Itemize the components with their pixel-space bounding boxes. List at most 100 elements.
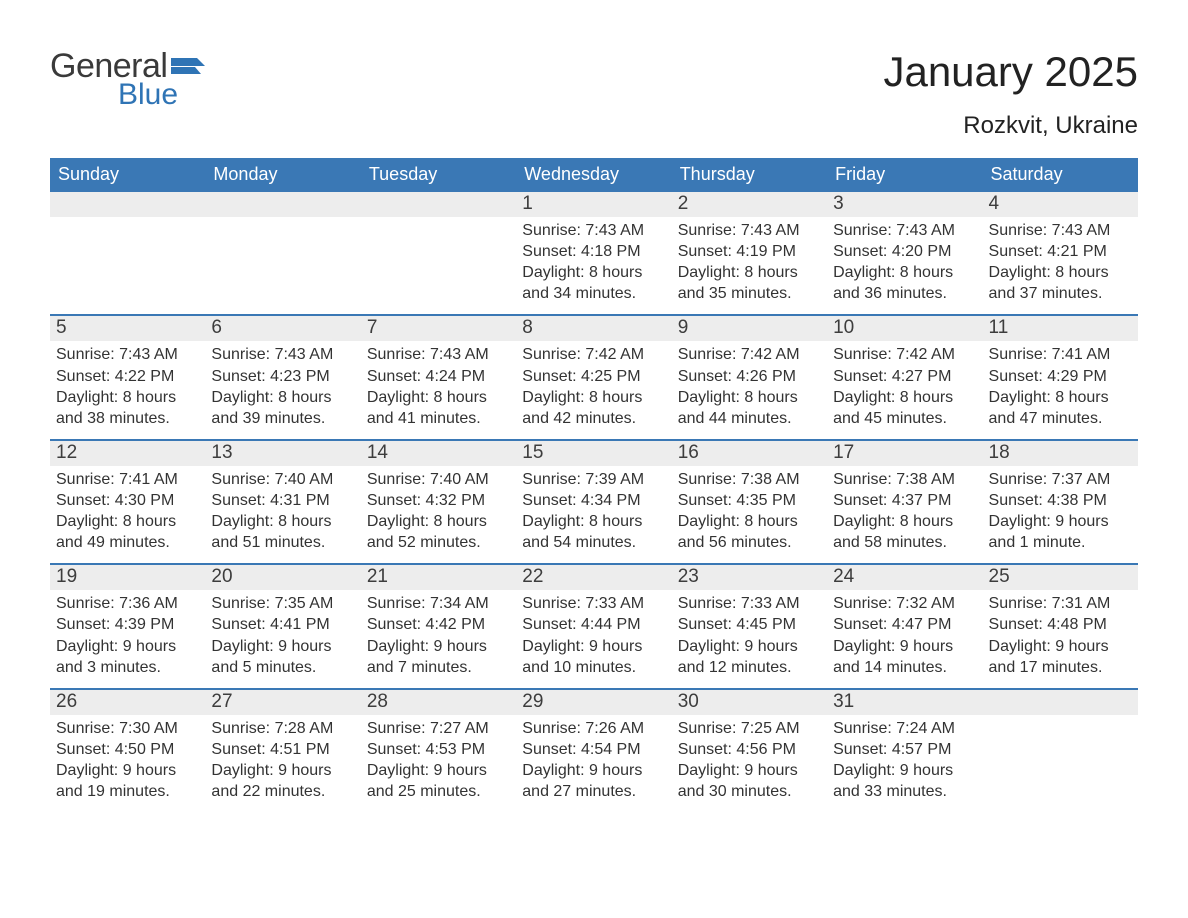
weekday-header-cell: Thursday	[672, 158, 827, 192]
day-cell: 6Sunrise: 7:43 AMSunset: 4:23 PMDaylight…	[205, 316, 360, 438]
sunset-text: Sunset: 4:27 PM	[833, 366, 976, 387]
daylight-text: Daylight: 9 hours and 14 minutes.	[833, 636, 976, 678]
day-number: 30	[672, 690, 827, 715]
day-details: Sunrise: 7:37 AMSunset: 4:38 PMDaylight:…	[983, 466, 1138, 563]
day-number: 13	[205, 441, 360, 466]
sunrise-text: Sunrise: 7:43 AM	[367, 344, 510, 365]
day-number: 27	[205, 690, 360, 715]
daylight-text: Daylight: 8 hours and 37 minutes.	[989, 262, 1132, 304]
sunset-text: Sunset: 4:44 PM	[522, 614, 665, 635]
daylight-text: Daylight: 9 hours and 10 minutes.	[522, 636, 665, 678]
day-details: Sunrise: 7:41 AMSunset: 4:30 PMDaylight:…	[50, 466, 205, 563]
sunset-text: Sunset: 4:39 PM	[56, 614, 199, 635]
sunrise-text: Sunrise: 7:25 AM	[678, 718, 821, 739]
day-details: Sunrise: 7:28 AMSunset: 4:51 PMDaylight:…	[205, 715, 360, 812]
day-details: Sunrise: 7:40 AMSunset: 4:31 PMDaylight:…	[205, 466, 360, 563]
day-number: 4	[983, 192, 1138, 217]
sunset-text: Sunset: 4:34 PM	[522, 490, 665, 511]
month-title: January 2025	[883, 48, 1138, 96]
day-cell: 2Sunrise: 7:43 AMSunset: 4:19 PMDaylight…	[672, 192, 827, 314]
week-row: 26Sunrise: 7:30 AMSunset: 4:50 PMDayligh…	[50, 688, 1138, 812]
daylight-text: Daylight: 9 hours and 5 minutes.	[211, 636, 354, 678]
day-number: 12	[50, 441, 205, 466]
day-cell: 3Sunrise: 7:43 AMSunset: 4:20 PMDaylight…	[827, 192, 982, 314]
sunrise-text: Sunrise: 7:41 AM	[989, 344, 1132, 365]
day-cell: 4Sunrise: 7:43 AMSunset: 4:21 PMDaylight…	[983, 192, 1138, 314]
sunrise-text: Sunrise: 7:43 AM	[56, 344, 199, 365]
sunrise-text: Sunrise: 7:39 AM	[522, 469, 665, 490]
day-number: 7	[361, 316, 516, 341]
sunrise-text: Sunrise: 7:40 AM	[211, 469, 354, 490]
sunset-text: Sunset: 4:24 PM	[367, 366, 510, 387]
sunrise-text: Sunrise: 7:42 AM	[833, 344, 976, 365]
day-details: Sunrise: 7:24 AMSunset: 4:57 PMDaylight:…	[827, 715, 982, 812]
sunrise-text: Sunrise: 7:31 AM	[989, 593, 1132, 614]
day-number: 15	[516, 441, 671, 466]
daylight-text: Daylight: 8 hours and 35 minutes.	[678, 262, 821, 304]
sunrise-text: Sunrise: 7:42 AM	[678, 344, 821, 365]
day-number: 9	[672, 316, 827, 341]
day-cell: 5Sunrise: 7:43 AMSunset: 4:22 PMDaylight…	[50, 316, 205, 438]
header: General Blue January 2025 Rozkvit, Ukrai…	[50, 48, 1138, 140]
sunset-text: Sunset: 4:56 PM	[678, 739, 821, 760]
day-details: Sunrise: 7:30 AMSunset: 4:50 PMDaylight:…	[50, 715, 205, 812]
logo-sub-text: Blue	[118, 78, 205, 112]
day-number: 2	[672, 192, 827, 217]
sunset-text: Sunset: 4:18 PM	[522, 241, 665, 262]
day-cell: 22Sunrise: 7:33 AMSunset: 4:44 PMDayligh…	[516, 565, 671, 687]
daylight-text: Daylight: 8 hours and 38 minutes.	[56, 387, 199, 429]
day-number: 28	[361, 690, 516, 715]
day-number: 19	[50, 565, 205, 590]
sunrise-text: Sunrise: 7:38 AM	[833, 469, 976, 490]
day-number: 21	[361, 565, 516, 590]
day-cell: 0	[361, 192, 516, 314]
sunrise-text: Sunrise: 7:42 AM	[522, 344, 665, 365]
day-cell: 11Sunrise: 7:41 AMSunset: 4:29 PMDayligh…	[983, 316, 1138, 438]
logo: General Blue	[50, 48, 205, 112]
daylight-text: Daylight: 8 hours and 58 minutes.	[833, 511, 976, 553]
sunrise-text: Sunrise: 7:36 AM	[56, 593, 199, 614]
week-row: 0001Sunrise: 7:43 AMSunset: 4:18 PMDayli…	[50, 192, 1138, 314]
day-details: Sunrise: 7:43 AMSunset: 4:22 PMDaylight:…	[50, 341, 205, 438]
week-row: 12Sunrise: 7:41 AMSunset: 4:30 PMDayligh…	[50, 439, 1138, 563]
sunset-text: Sunset: 4:48 PM	[989, 614, 1132, 635]
sunset-text: Sunset: 4:42 PM	[367, 614, 510, 635]
day-details: Sunrise: 7:42 AMSunset: 4:25 PMDaylight:…	[516, 341, 671, 438]
daylight-text: Daylight: 9 hours and 33 minutes.	[833, 760, 976, 802]
day-number: 24	[827, 565, 982, 590]
day-number: 1	[516, 192, 671, 217]
day-details: Sunrise: 7:43 AMSunset: 4:19 PMDaylight:…	[672, 217, 827, 314]
daylight-text: Daylight: 9 hours and 1 minute.	[989, 511, 1132, 553]
day-number: 0	[361, 192, 516, 217]
weekday-header-cell: Saturday	[983, 158, 1138, 192]
day-details: Sunrise: 7:34 AMSunset: 4:42 PMDaylight:…	[361, 590, 516, 687]
sunset-text: Sunset: 4:41 PM	[211, 614, 354, 635]
day-cell: 20Sunrise: 7:35 AMSunset: 4:41 PMDayligh…	[205, 565, 360, 687]
day-cell: 31Sunrise: 7:24 AMSunset: 4:57 PMDayligh…	[827, 690, 982, 812]
sunrise-text: Sunrise: 7:40 AM	[367, 469, 510, 490]
sunrise-text: Sunrise: 7:41 AM	[56, 469, 199, 490]
title-block: January 2025 Rozkvit, Ukraine	[883, 48, 1138, 140]
day-cell: 19Sunrise: 7:36 AMSunset: 4:39 PMDayligh…	[50, 565, 205, 687]
sunset-text: Sunset: 4:53 PM	[367, 739, 510, 760]
daylight-text: Daylight: 8 hours and 56 minutes.	[678, 511, 821, 553]
daylight-text: Daylight: 9 hours and 27 minutes.	[522, 760, 665, 802]
sunrise-text: Sunrise: 7:28 AM	[211, 718, 354, 739]
day-number: 25	[983, 565, 1138, 590]
daylight-text: Daylight: 9 hours and 17 minutes.	[989, 636, 1132, 678]
sunset-text: Sunset: 4:29 PM	[989, 366, 1132, 387]
day-cell: 17Sunrise: 7:38 AMSunset: 4:37 PMDayligh…	[827, 441, 982, 563]
day-number: 23	[672, 565, 827, 590]
day-number: 11	[983, 316, 1138, 341]
day-number: 6	[205, 316, 360, 341]
day-number: 8	[516, 316, 671, 341]
daylight-text: Daylight: 8 hours and 39 minutes.	[211, 387, 354, 429]
day-cell: 26Sunrise: 7:30 AMSunset: 4:50 PMDayligh…	[50, 690, 205, 812]
day-details: Sunrise: 7:26 AMSunset: 4:54 PMDaylight:…	[516, 715, 671, 812]
daylight-text: Daylight: 9 hours and 22 minutes.	[211, 760, 354, 802]
day-cell: 29Sunrise: 7:26 AMSunset: 4:54 PMDayligh…	[516, 690, 671, 812]
daylight-text: Daylight: 8 hours and 45 minutes.	[833, 387, 976, 429]
sunrise-text: Sunrise: 7:33 AM	[678, 593, 821, 614]
day-details: Sunrise: 7:27 AMSunset: 4:53 PMDaylight:…	[361, 715, 516, 812]
daylight-text: Daylight: 8 hours and 36 minutes.	[833, 262, 976, 304]
